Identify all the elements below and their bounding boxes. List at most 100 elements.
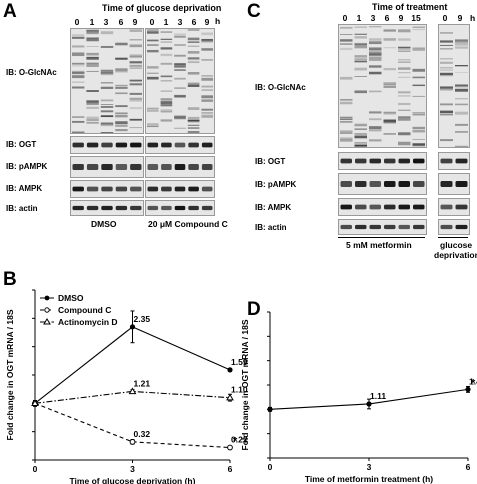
panel-a-unit: h bbox=[215, 16, 221, 26]
blot-a-ampk-left bbox=[70, 180, 144, 198]
panel-a-ib-ampk: IB: AMPK bbox=[6, 184, 43, 193]
blot-c-ogt-right bbox=[438, 152, 470, 170]
data-point bbox=[129, 324, 136, 330]
data-label: 1.11 bbox=[370, 391, 386, 401]
panel-a-ib-oglcnac: IB: O-GlcNAc bbox=[6, 68, 57, 77]
data-point bbox=[129, 438, 136, 445]
panel-a-ib-pampk: IB: pAMPK bbox=[6, 162, 48, 171]
blot-c-oglcnac-left bbox=[338, 24, 427, 148]
panel-b-letter: B bbox=[3, 269, 17, 290]
lane-label: 0 bbox=[442, 13, 448, 23]
blot-c-pampk-right bbox=[438, 173, 470, 195]
lane-label: 3 bbox=[370, 13, 376, 23]
panel-c-condition-metformin: 5 mM metformin bbox=[346, 240, 412, 250]
data-label: 1.59 bbox=[231, 357, 248, 367]
lane-label: 3 bbox=[177, 17, 183, 27]
data-label: 2.35 bbox=[134, 314, 151, 324]
lane-label: 1 bbox=[356, 13, 362, 23]
blot-c-ogt-left bbox=[338, 152, 427, 170]
lane-label: 0 bbox=[342, 13, 348, 23]
blot-c-actin-left bbox=[338, 219, 427, 235]
blot-a-oglcnac-left bbox=[70, 28, 144, 134]
legend-marker bbox=[44, 307, 50, 313]
blot-c-ampk-left bbox=[338, 198, 427, 216]
blot-c-oglcnac-right bbox=[438, 24, 470, 148]
lane-label: 6 bbox=[384, 13, 390, 23]
x-axis-label: Time of metformin treatment (h) bbox=[305, 474, 433, 484]
x-axis-label: Time of glucose deprivation (h) bbox=[70, 476, 196, 484]
data-label: 1.41 bbox=[469, 376, 477, 386]
x-tick-label: 3 bbox=[130, 464, 135, 474]
data-point bbox=[465, 386, 471, 392]
data-point bbox=[366, 401, 372, 407]
panel-a-condition-dmso: DMSO bbox=[91, 219, 117, 229]
panel-c-ib-ogt: IB: OGT bbox=[255, 157, 286, 166]
lane-label: 0 bbox=[149, 17, 155, 27]
significance-marker: * bbox=[233, 436, 238, 448]
legend-label: Actinomycin D bbox=[58, 317, 118, 327]
panel-c-ib-oglcnac: IB: O-GlcNAc bbox=[255, 83, 306, 92]
data-point bbox=[227, 367, 233, 373]
blot-a-ampk-right bbox=[145, 180, 215, 198]
glucose-deprivation-underline bbox=[438, 237, 468, 238]
x-tick-label: 0 bbox=[268, 462, 273, 472]
lane-label: 15 bbox=[411, 13, 421, 23]
data-point bbox=[128, 387, 137, 395]
series-line bbox=[34, 402, 231, 449]
blot-c-pampk-left bbox=[338, 173, 427, 195]
panel-a-header: Time of glucose deprivation bbox=[102, 3, 222, 13]
legend-marker bbox=[44, 295, 50, 301]
blot-a-actin-left bbox=[70, 200, 144, 216]
x-tick-label: 6 bbox=[228, 464, 233, 474]
blot-c-actin-right bbox=[438, 219, 470, 235]
data-point bbox=[31, 399, 39, 407]
blot-a-actin-right bbox=[145, 200, 215, 216]
x-tick-label: 6 bbox=[466, 462, 471, 472]
metformin-underline bbox=[338, 237, 425, 238]
panel-a-letter: A bbox=[3, 1, 17, 22]
panel-d-chart: 0 3 6 Time of metformin treatment (h) Fold c… bbox=[240, 311, 477, 484]
lane-label: 9 bbox=[204, 17, 210, 27]
panel-a-condition-compound-c: 20 μM Compound C bbox=[148, 219, 228, 229]
panel-c-header: Time of treatment bbox=[372, 2, 448, 12]
panel-c-lane-labels: 0 1 3 6 9 15 0 9 bbox=[0, 13, 477, 25]
x-tick-label: 3 bbox=[367, 462, 372, 472]
blot-a-ogt-left bbox=[70, 136, 144, 154]
blot-a-ogt-right bbox=[145, 136, 215, 154]
significance-marker: * bbox=[471, 377, 476, 389]
panel-c-ib-pampk: IB: pAMPK bbox=[255, 180, 297, 189]
series-line bbox=[34, 390, 231, 404]
blot-a-oglcnac-right bbox=[145, 28, 215, 134]
legend-marker bbox=[43, 318, 51, 325]
lane-label: 1 bbox=[163, 17, 169, 27]
data-label: 0.22 bbox=[231, 435, 248, 445]
lane-label: 9 bbox=[132, 17, 138, 27]
blot-a-pampk-left bbox=[70, 156, 144, 178]
data-label: 1.21 bbox=[134, 378, 151, 388]
data-point bbox=[267, 406, 273, 412]
legend-label: Compound C bbox=[58, 305, 111, 315]
panel-c-letter: C bbox=[247, 1, 261, 22]
panel-b-chart: 0 3 6 Time of glucose deprivation (h) Fold c… bbox=[5, 289, 248, 484]
panel-a-ib-actin: IB: actin bbox=[6, 204, 38, 213]
panel-a-ib-ogt: IB: OGT bbox=[6, 140, 37, 149]
lane-label: 6 bbox=[191, 17, 197, 27]
data-point bbox=[227, 444, 233, 451]
x-tick-label: 0 bbox=[33, 464, 38, 474]
data-label: 0.32 bbox=[134, 429, 151, 439]
panel-c-condition-deprivation: deprivation bbox=[434, 250, 477, 260]
panel-c-ib-ampk: IB: AMPK bbox=[255, 203, 292, 212]
panel-c-condition-glucose: glucose bbox=[440, 240, 473, 250]
data-label: 1.10 bbox=[231, 385, 248, 395]
data-point bbox=[226, 393, 234, 401]
legend-label: DMSO bbox=[58, 293, 84, 303]
panel-c-unit: h bbox=[470, 13, 476, 23]
lane-label: 0 bbox=[74, 17, 80, 27]
lane-label: 9 bbox=[398, 13, 404, 23]
y-axis-label: Fold change in OGT mRNA / 18S bbox=[240, 319, 250, 450]
blot-c-ampk-right bbox=[438, 198, 470, 216]
blot-a-pampk-right bbox=[145, 156, 215, 178]
lane-label: 3 bbox=[103, 17, 109, 27]
lane-label: 9 bbox=[457, 13, 463, 23]
